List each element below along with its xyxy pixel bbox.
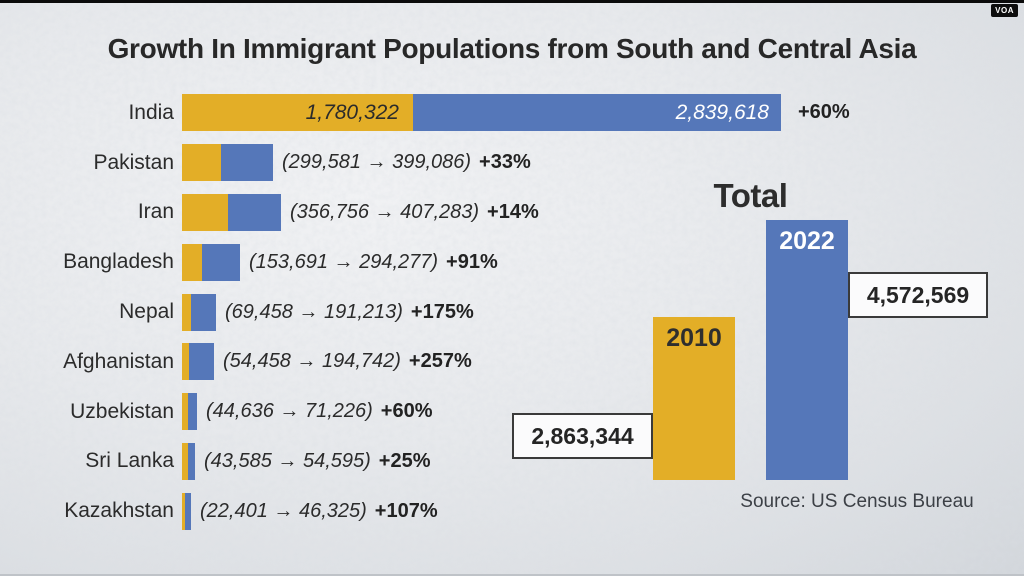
bar-2010 bbox=[182, 243, 202, 281]
total-bar-2010: 2010 bbox=[653, 317, 735, 480]
bar-group bbox=[182, 193, 281, 231]
bar-2010 bbox=[182, 193, 228, 231]
growth-percent: +91% bbox=[446, 250, 498, 273]
value-range: (44,636 → 71,226) bbox=[206, 400, 373, 423]
row-annotation: (22,401 → 46,325) +107% bbox=[200, 500, 438, 523]
bar-group bbox=[182, 492, 191, 530]
value-range: (69,458 → 191,213) bbox=[225, 300, 403, 323]
country-row-india: India 1,780,322 2,839,618 +60% bbox=[0, 88, 880, 138]
bar-2022 bbox=[191, 293, 216, 331]
growth-percent: +60% bbox=[380, 400, 433, 423]
top-edge-strip bbox=[0, 0, 1024, 3]
source-credit: Source: US Census Bureau bbox=[740, 491, 974, 512]
country-row-bangladesh: Bangladesh (153,691 → 294,277) +91% bbox=[0, 237, 880, 287]
bar-2022 bbox=[185, 492, 191, 530]
total-bar-2022: 2022 bbox=[766, 220, 848, 480]
bar-group bbox=[182, 343, 214, 381]
country-label: Uzbekistan bbox=[70, 399, 174, 423]
bar-2010-value: 1,780,322 bbox=[305, 100, 399, 124]
growth-percent: +257% bbox=[408, 350, 472, 373]
growth-percent: +175% bbox=[410, 300, 474, 323]
value-range: (43,585 → 54,595) bbox=[204, 449, 371, 472]
country-label: Bangladesh bbox=[63, 250, 174, 274]
row-annotation: (69,458 → 191,213) +175% bbox=[225, 301, 474, 324]
bar-2022 bbox=[221, 144, 273, 182]
total-bar-2022-label: 2022 bbox=[779, 227, 835, 255]
growth-percent: +25% bbox=[378, 449, 431, 472]
bar-2022-value: 2,839,618 bbox=[675, 100, 769, 124]
bar-group bbox=[182, 293, 216, 331]
value-range: (153,691 → 294,277) bbox=[249, 250, 439, 273]
country-label: Nepal bbox=[119, 300, 174, 324]
row-annotation: +60% bbox=[790, 101, 850, 124]
country-label: Afghanistan bbox=[63, 349, 174, 373]
total-chart-title: Total bbox=[713, 177, 788, 214]
bar-2022: 2,839,618 bbox=[413, 94, 781, 132]
row-annotation: (43,585 → 54,595) +25% bbox=[204, 450, 431, 473]
country-label: Pakistan bbox=[93, 150, 174, 174]
growth-percent: +33% bbox=[479, 151, 531, 174]
total-value-box-2010: 2,863,344 bbox=[512, 413, 653, 459]
country-row-afghanistan: Afghanistan (54,458 → 194,742) +257% bbox=[0, 337, 880, 387]
bar-2022 bbox=[188, 393, 197, 431]
chart-title: Growth In Immigrant Populations from Sou… bbox=[107, 33, 917, 64]
country-label: Sri Lanka bbox=[85, 449, 174, 473]
value-range: (22,401 → 46,325) bbox=[200, 499, 367, 522]
country-label: India bbox=[128, 100, 174, 124]
bar-2010 bbox=[182, 144, 221, 182]
growth-percent: +107% bbox=[374, 499, 438, 522]
voa-logo: VOA bbox=[991, 4, 1018, 17]
bar-group bbox=[182, 243, 240, 281]
bar-2022 bbox=[202, 243, 240, 281]
growth-percent: +60% bbox=[798, 101, 850, 124]
value-range: (299,581 → 399,086) bbox=[282, 151, 472, 174]
total-bar-2010-label: 2010 bbox=[666, 324, 722, 352]
country-bar-chart: India 1,780,322 2,839,618 +60% Pakistan … bbox=[0, 88, 880, 536]
total-value-box-2022: 4,572,569 bbox=[848, 272, 988, 318]
bar-group bbox=[182, 442, 195, 480]
row-annotation: (299,581 → 399,086) +33% bbox=[282, 151, 531, 174]
growth-percent: +14% bbox=[487, 200, 539, 223]
value-range: (356,756 → 407,283) bbox=[290, 200, 480, 223]
bar-group bbox=[182, 393, 197, 431]
bar-2022 bbox=[188, 442, 195, 480]
country-row-srilanka: Sri Lanka (43,585 → 54,595) +25% bbox=[0, 437, 880, 487]
bar-2010: 1,780,322 bbox=[182, 94, 413, 132]
bar-group: 1,780,322 2,839,618 bbox=[182, 94, 781, 132]
country-row-nepal: Nepal (69,458 → 191,213) +175% bbox=[0, 287, 880, 337]
value-range: (54,458 → 194,742) bbox=[223, 350, 401, 373]
bar-group bbox=[182, 144, 273, 182]
row-annotation: (153,691 → 294,277) +91% bbox=[249, 251, 498, 274]
bar-2022 bbox=[228, 193, 281, 231]
row-annotation: (356,756 → 407,283) +14% bbox=[290, 201, 539, 224]
country-row-uzbekistan: Uzbekistan (44,636 → 71,226) +60% bbox=[0, 387, 880, 437]
bar-2022 bbox=[189, 343, 214, 381]
row-annotation: (54,458 → 194,742) +257% bbox=[223, 350, 472, 373]
bar-2010 bbox=[182, 343, 189, 381]
row-annotation: (44,636 → 71,226) +60% bbox=[206, 400, 433, 423]
country-label: Iran bbox=[137, 200, 174, 224]
country-label: Kazakhstan bbox=[64, 499, 174, 523]
bar-2010 bbox=[182, 293, 191, 331]
